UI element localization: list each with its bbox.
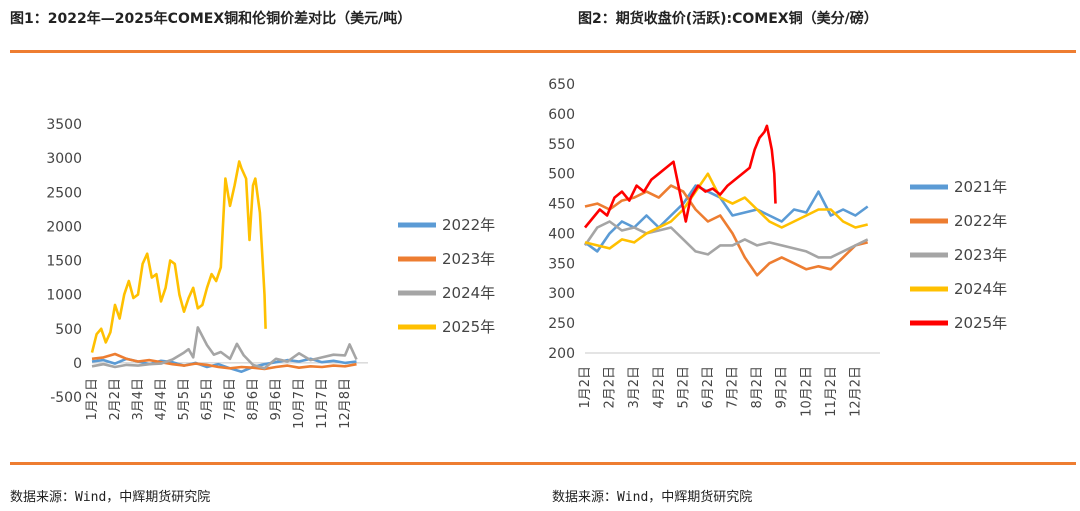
legend-label: 2023年 [954,246,1007,264]
figure1-title: 图1：2022年—2025年COMEX铜和伦铜价差对比（美元/吨） [10,11,412,27]
x-tick-label: 4月2日 [652,366,667,409]
x-tick-label: 1月2日 [85,378,100,421]
series-line [584,184,869,277]
legend-label: 2021年 [954,178,1007,196]
series-line [91,352,357,371]
x-tick-label: 11月2日 [824,366,839,417]
series-line [583,124,777,229]
x-tick-label: 5月2日 [676,366,691,409]
top-divider [10,50,1076,53]
series-line [91,326,358,370]
legend-label: 2022年 [442,216,495,234]
y-tick-label: 300 [548,286,575,302]
x-tick-label: 11月7日 [315,378,330,429]
y-tick-label: 0 [73,356,82,372]
x-tick-label: 5月5日 [177,378,192,421]
y-tick-label: 600 [548,107,575,123]
legend-label: 2022年 [954,212,1007,230]
y-tick-label: 3000 [46,151,82,167]
x-tick-label: 8月2日 [750,366,765,409]
x-tick-label: 7月6日 [223,378,238,421]
figure2-title: 图2：期货收盘价(活跃):COMEX铜（美分/磅） [578,11,878,27]
x-tick-label: 1月2日 [578,366,593,409]
y-tick-label: 250 [548,316,575,332]
series-line [90,160,267,353]
x-tick-label: 6月2日 [701,366,716,409]
x-tick-label: 3月2日 [627,366,642,409]
y-tick-label: 500 [55,322,82,338]
x-tick-label: 9月6日 [269,378,284,421]
source-note-right: 数据来源：Wind，中辉期货研究院 [552,490,753,505]
y-tick-label: 450 [548,197,575,213]
x-tick-label: 7月2日 [726,366,741,409]
x-tick-label: 4月4日 [154,378,169,421]
y-tick-label: 200 [548,346,575,362]
x-tick-label: 12月8日 [338,378,353,429]
x-tick-label: 2月2日 [108,378,123,421]
series-line [584,172,869,250]
x-tick-label: 10月7日 [292,378,307,429]
legend-label: 2023年 [442,250,495,268]
y-tick-label: 350 [548,256,575,272]
chart1: -500 0 500 1000 1500 2000 2500 3000 3500 1月2日 2月2日… [46,117,495,429]
series-line [583,220,869,259]
bottom-divider [10,462,1076,465]
y-tick-label: -500 [50,390,82,406]
y-tick-label: 2500 [46,185,82,201]
y-tick-label: 500 [548,167,575,183]
x-tick-label: 3月4日 [131,378,146,421]
y-tick-label: 2000 [46,219,82,235]
source-note-left: 数据来源：Wind，中辉期货研究院 [10,490,211,505]
y-tick-label: 3500 [46,117,82,133]
y-tick-label: 550 [548,137,575,153]
legend-label: 2025年 [954,314,1007,332]
x-tick-label: 9月2日 [775,366,790,409]
x-tick-label: 12月2日 [848,366,863,417]
x-tick-label: 2月2日 [603,366,618,409]
legend-label: 2025年 [442,318,495,336]
legend-label: 2024年 [442,284,495,302]
y-tick-label: 400 [548,226,575,242]
y-tick-label: 650 [548,77,575,93]
legend-label: 2024年 [954,280,1007,298]
y-tick-label: 1000 [46,288,82,304]
series-line [584,184,869,253]
x-tick-label: 6月5日 [200,378,215,421]
x-tick-label: 8月6日 [246,378,261,421]
y-tick-label: 1500 [46,254,82,270]
x-tick-label: 10月2日 [799,366,814,417]
chart2: 200 250 300 350 400 450 500 550 600 650 1月2日 2月2日 3月… [548,77,1007,417]
